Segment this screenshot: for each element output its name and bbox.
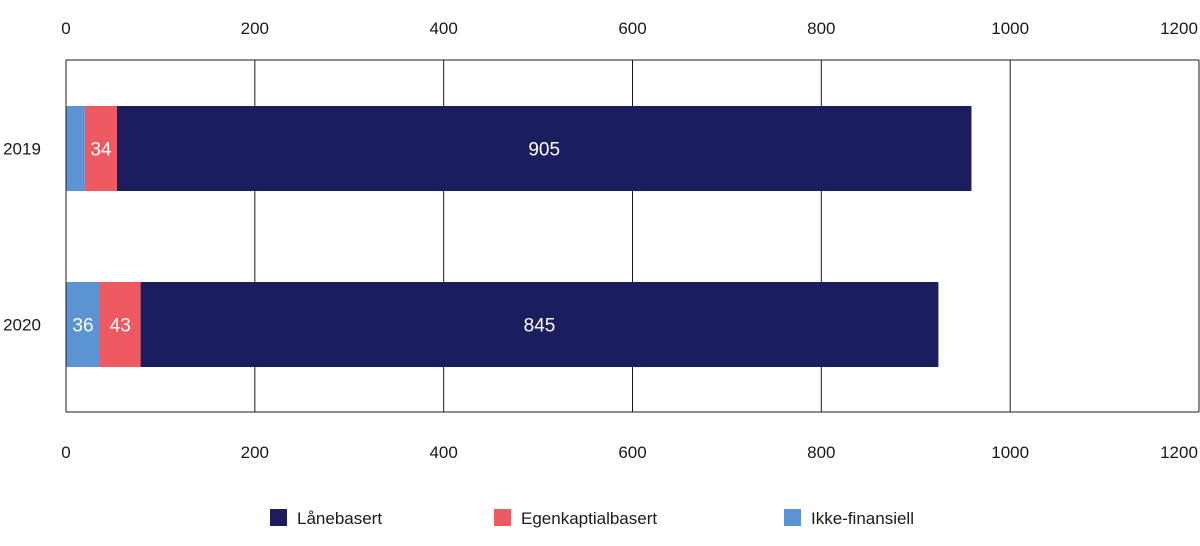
x-tick-label-bottom: 0 xyxy=(61,443,70,462)
legend-swatch-ikke-finansiell xyxy=(784,509,801,526)
bar-value-label: 905 xyxy=(528,140,560,161)
bar-segment-2019-egenkaptialbasert xyxy=(84,106,117,191)
x-tick-label-bottom: 400 xyxy=(429,443,457,462)
axes: 0 0 200 200 400 400 600 600 800 800 1000 1000 1200 12… xyxy=(3,19,1199,462)
x-tick-label-bottom: 200 xyxy=(241,443,269,462)
legend-label-lånebasert: Lånebasert xyxy=(297,509,382,528)
bar-value-label: 43 xyxy=(110,316,131,337)
legend-label-egenkaptialbasert: Egenkaptialbasert xyxy=(521,509,657,528)
x-tick-label-bottom: 1200 xyxy=(1160,443,1198,462)
bar-value-label: 36 xyxy=(72,316,93,337)
bar-segment-2020-ikke-finansiell xyxy=(66,282,100,367)
x-tick-label-top: 400 xyxy=(429,19,457,38)
legend-label-ikke-finansiell: Ikke-finansiell xyxy=(811,509,914,528)
x-tick-label-bottom: 1000 xyxy=(991,443,1029,462)
legend-swatch-lånebasert xyxy=(270,509,287,526)
bar-segment-2019-ikke-finansiell xyxy=(66,106,85,191)
legend-swatch-egenkaptialbasert xyxy=(494,509,511,526)
bar-segment-2020-lånebasert xyxy=(140,282,939,367)
bar-segment-2019-lånebasert xyxy=(116,106,972,191)
x-tick-label-top: 800 xyxy=(807,19,835,38)
bar-value-label: 845 xyxy=(524,316,556,337)
x-tick-label-top: 600 xyxy=(618,19,646,38)
category-label-2020: 2020 xyxy=(3,316,41,335)
x-tick-label-top: 1000 xyxy=(991,19,1029,38)
x-tick-label-top: 200 xyxy=(241,19,269,38)
x-tick-label-top: 0 xyxy=(61,19,70,38)
category-label-2019: 2019 xyxy=(3,140,41,159)
x-tick-label-top: 1200 xyxy=(1160,19,1198,38)
bars: 34 905 36 43 845 xyxy=(66,106,972,367)
x-tick-label-bottom: 600 xyxy=(618,443,646,462)
bar-value-label: 34 xyxy=(90,140,112,161)
x-tick-label-bottom: 800 xyxy=(807,443,835,462)
bar-segment-2020-egenkaptialbasert xyxy=(99,282,141,367)
legend: Lånebasert Egenkaptialbasert Ikke-finansie… xyxy=(270,509,914,528)
